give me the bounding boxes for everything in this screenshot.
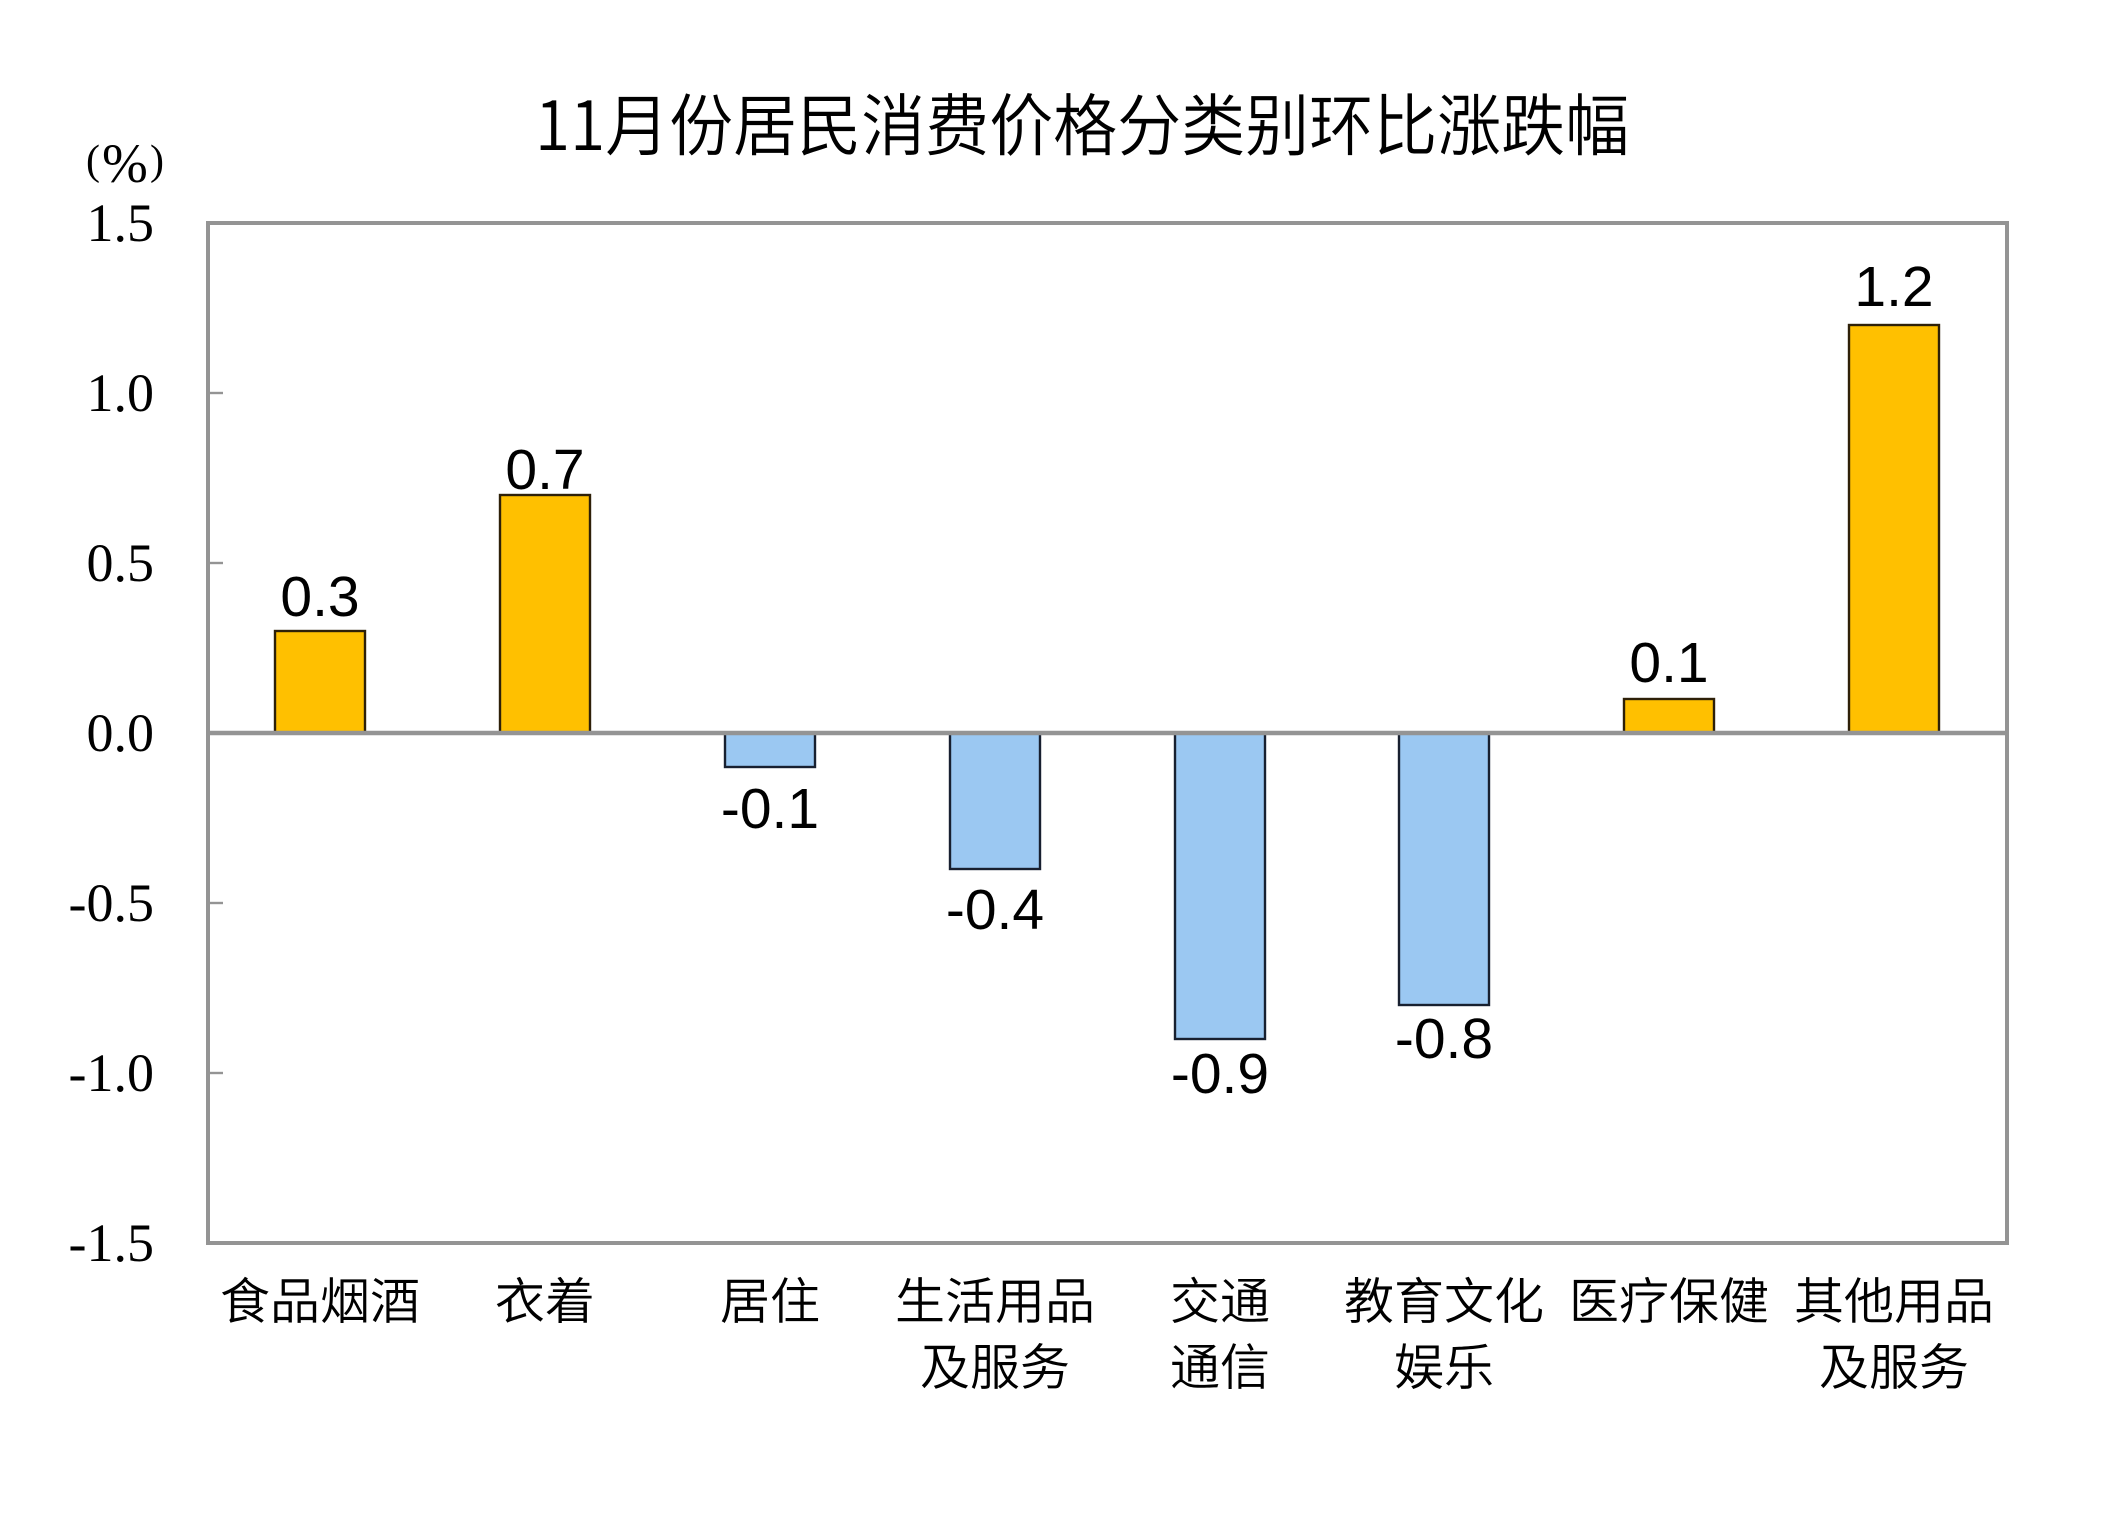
svg-text:1.5: 1.5 xyxy=(87,193,155,253)
svg-text:-0.5: -0.5 xyxy=(69,873,154,933)
svg-text:(: ( xyxy=(86,138,100,184)
svg-text:%: % xyxy=(102,133,148,194)
svg-text:1.2: 1.2 xyxy=(1854,255,1933,319)
svg-text:-0.1: -0.1 xyxy=(721,777,819,841)
svg-text:-1.0: -1.0 xyxy=(69,1043,154,1103)
svg-text:0.7: 0.7 xyxy=(505,438,584,502)
svg-text:0.0: 0.0 xyxy=(87,703,155,763)
svg-text:0.3: 0.3 xyxy=(280,565,359,629)
svg-text:-0.9: -0.9 xyxy=(1171,1042,1269,1106)
svg-text:1.0: 1.0 xyxy=(87,363,155,423)
svg-text:-0.4: -0.4 xyxy=(946,878,1044,942)
svg-text:-1.5: -1.5 xyxy=(69,1213,154,1273)
svg-text:): ) xyxy=(150,138,164,184)
svg-text:-0.8: -0.8 xyxy=(1395,1007,1493,1071)
svg-text:0.5: 0.5 xyxy=(87,533,155,593)
svg-text:0.1: 0.1 xyxy=(1629,631,1708,695)
